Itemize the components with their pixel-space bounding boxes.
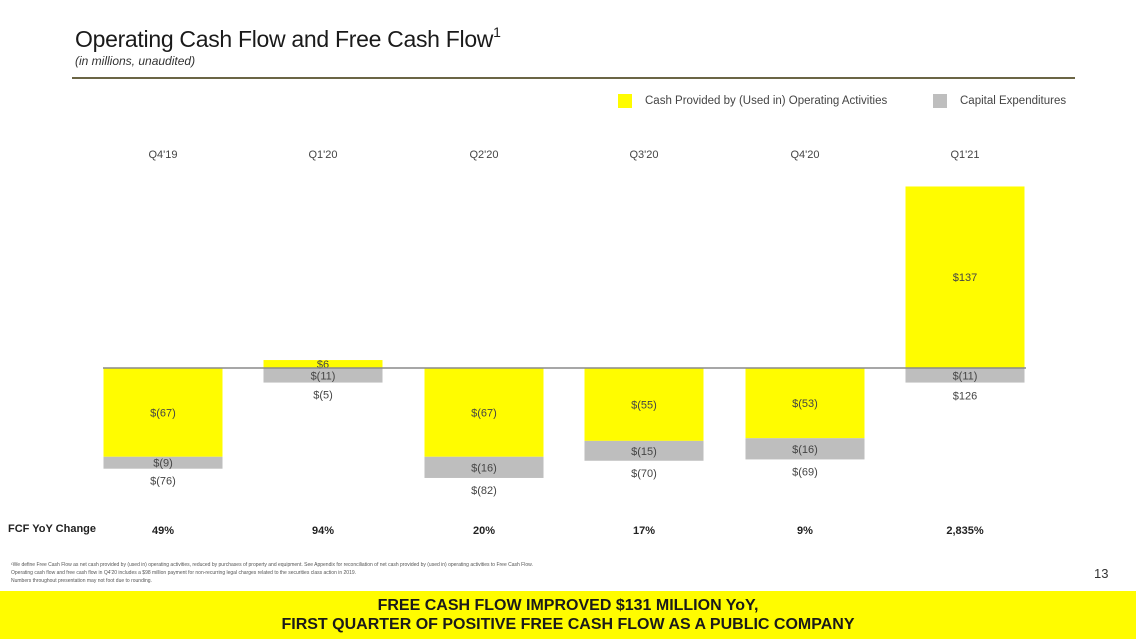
category-label: Q1'20: [308, 149, 337, 161]
fcf-value-label: $(69): [792, 466, 818, 478]
category-label: Q3'20: [629, 149, 658, 161]
page-title: Operating Cash Flow and Free Cash Flow1: [75, 24, 501, 52]
capex-bar: [745, 438, 865, 460]
category-label: Q4'20: [790, 149, 819, 161]
capex-bar: [424, 456, 544, 478]
capex-value-label: $(9): [153, 458, 173, 470]
operating-value-label: $137: [953, 272, 977, 284]
operating-bar: [103, 368, 223, 457]
fcf-value-label: $(70): [631, 468, 657, 480]
capex-bar: [905, 368, 1025, 383]
footnote-marker: 1: [493, 24, 501, 40]
page-number: 13: [1094, 566, 1109, 581]
fcf-yoy-value: 20%: [473, 525, 495, 537]
capex-value-label: $(15): [631, 446, 657, 458]
operating-bar: [905, 186, 1025, 368]
category-label: Q4'19: [148, 149, 177, 161]
operating-bar: [263, 360, 383, 368]
footnote-1: ¹We define Free Cash Flow as net cash pr…: [11, 562, 533, 568]
operating-bar: [424, 368, 544, 457]
footnote-2: Operating cash flow and free cash flow i…: [11, 570, 357, 576]
legend-swatch-operating: [618, 94, 632, 108]
category-label: Q1'21: [950, 149, 979, 161]
capex-value-label: $(11): [953, 370, 978, 382]
capex-value-label: $(16): [792, 444, 818, 456]
operating-bar: [745, 368, 865, 439]
category-label: Q2'20: [469, 149, 498, 161]
operating-value-label: $(55): [631, 399, 657, 411]
capex-bar: [584, 440, 704, 461]
legend-swatch-capex: [933, 94, 947, 108]
title-divider: [72, 77, 1075, 79]
operating-value-label: $(67): [471, 407, 497, 419]
legend-item-capex: Capital Expenditures: [933, 94, 1066, 108]
fcf-yoy-row-label: FCF YoY Change: [8, 523, 97, 535]
legend-item-operating: Cash Provided by (Used in) Operating Act…: [618, 94, 887, 108]
capex-value-label: $(11): [311, 370, 336, 382]
capex-bar: [103, 456, 223, 469]
legend-label-capex: Capital Expenditures: [960, 95, 1067, 107]
fcf-yoy-value: 94%: [312, 525, 334, 537]
capex-bar: [263, 368, 383, 383]
takeaway-banner: FREE CASH FLOW IMPROVED $131 MILLION YoY…: [0, 591, 1136, 639]
footnotes: ¹We define Free Cash Flow as net cash pr…: [11, 561, 911, 585]
page-subtitle: (in millions, unaudited): [75, 54, 196, 68]
banner-line-1: FREE CASH FLOW IMPROVED $131 MILLION YoY…: [377, 597, 759, 614]
capex-value-label: $(16): [471, 462, 497, 474]
operating-value-label: $6: [317, 359, 329, 371]
fcf-value-label: $(5): [313, 390, 333, 402]
fcf-value-label: $(76): [150, 476, 176, 488]
banner-line-2: FIRST QUARTER OF POSITIVE FREE CASH FLOW…: [281, 616, 855, 633]
fcf-yoy-value: 2,835%: [946, 525, 984, 537]
fcf-value-label: $126: [953, 391, 977, 403]
footnote-3: Numbers throughout presentation may not …: [11, 578, 152, 584]
fcf-yoy-value: 17%: [633, 525, 655, 537]
fcf-yoy-value: 49%: [152, 525, 174, 537]
cash-flow-chart: Q4'19$(67)$(9)$(76)49%Q1'20$6$(11)$(5)94…: [103, 149, 1026, 537]
legend-label-operating: Cash Provided by (Used in) Operating Act…: [645, 95, 888, 107]
operating-value-label: $(53): [792, 398, 818, 410]
fcf-value-label: $(82): [471, 485, 497, 497]
operating-value-label: $(67): [150, 407, 176, 419]
fcf-yoy-value: 9%: [797, 525, 813, 537]
operating-bar: [584, 368, 704, 441]
